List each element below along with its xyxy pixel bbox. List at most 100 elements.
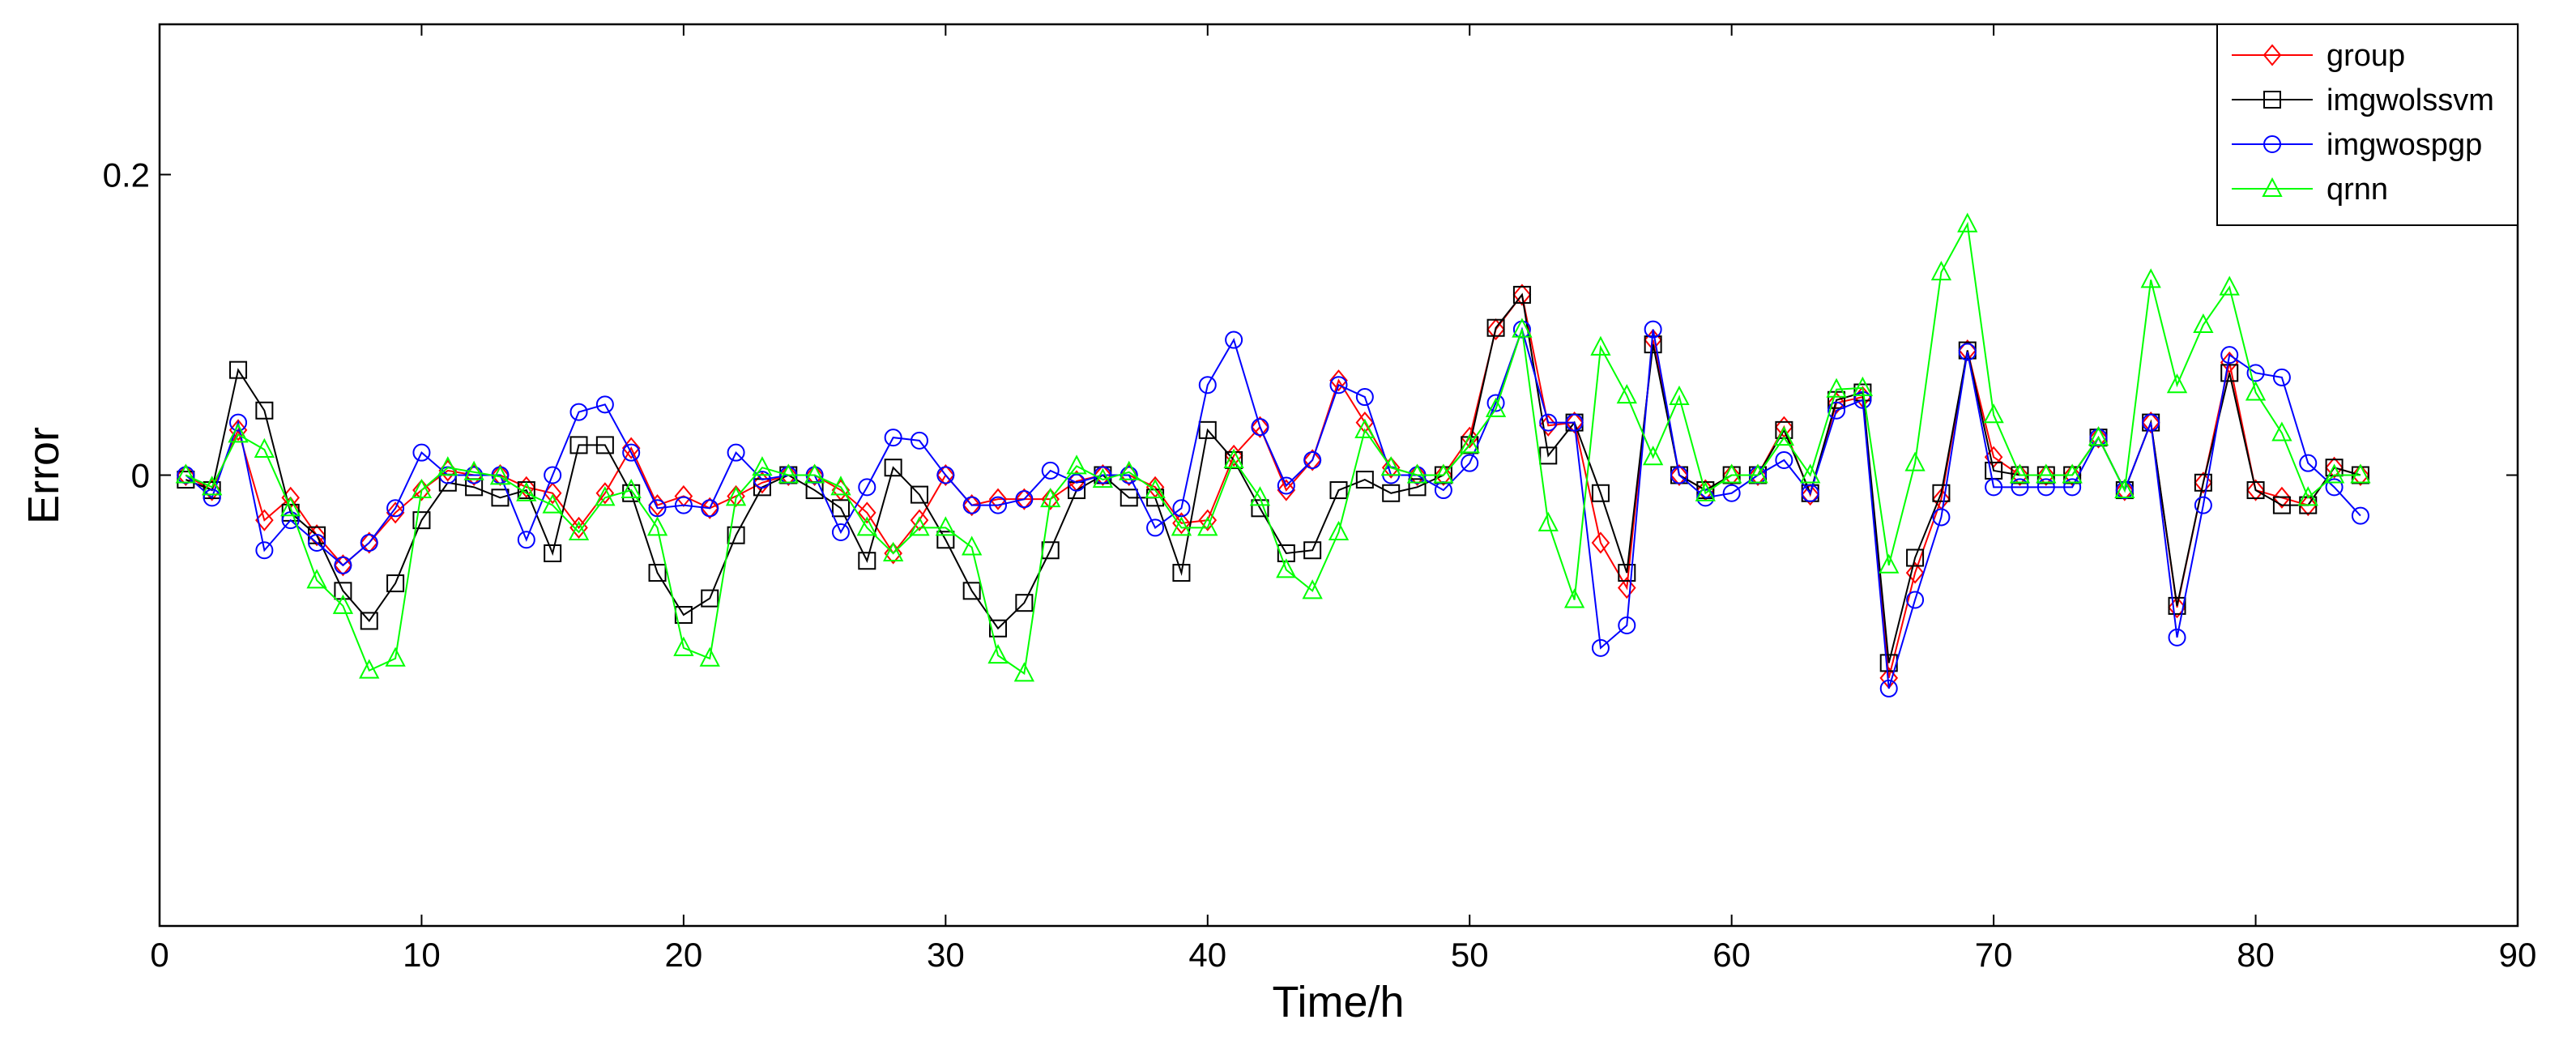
data-point-qrnn: [1276, 558, 1297, 578]
data-point-qrnn: [752, 456, 773, 476]
data-point-imgwolssvm: [412, 511, 431, 530]
data-point-group: [386, 501, 405, 524]
legend: group imgwolssvm imgwospgp qrnn: [2216, 23, 2518, 226]
data-point-imgwolssvm: [1932, 484, 1951, 502]
data-point-qrnn: [1695, 481, 1716, 501]
data-point-qrnn: [1328, 520, 1350, 540]
data-point-qrnn: [175, 463, 196, 484]
data-point-group: [360, 531, 379, 554]
data-point-qrnn: [1459, 433, 1480, 454]
data-point-qrnn: [1406, 463, 1428, 484]
data-point-group: [1329, 369, 1348, 392]
y-axis-label: Error: [19, 427, 68, 524]
data-point-imgwospgp: [308, 533, 326, 552]
data-point-imgwolssvm: [831, 499, 850, 518]
data-point-qrnn: [359, 659, 380, 679]
data-point-imgwospgp: [989, 496, 1008, 514]
data-point-imgwospgp: [910, 431, 928, 450]
data-point-qrnn: [595, 486, 616, 506]
data-point-imgwospgp: [2325, 478, 2344, 497]
data-point-imgwospgp: [1303, 450, 1322, 469]
data-point-qrnn: [1197, 516, 1218, 536]
data-point-qrnn: [385, 646, 406, 667]
data-point-imgwospgp: [255, 541, 274, 560]
data-point-qrnn: [2323, 463, 2345, 484]
data-point-qrnn: [2193, 313, 2214, 333]
data-point-group: [255, 509, 274, 531]
x-axis-label: Time/h: [1272, 978, 1404, 1026]
data-point-imgwolssvm: [2246, 481, 2265, 500]
data-point-qrnn: [411, 478, 433, 499]
data-point-qrnn: [1669, 385, 1690, 406]
data-point-imgwolssvm: [962, 582, 981, 600]
data-point-qrnn: [489, 465, 511, 485]
x-tick-label: 40: [1188, 936, 1226, 974]
x-tick-label: 90: [2499, 936, 2537, 974]
data-point-imgwospgp: [1879, 679, 1898, 698]
data-point-group: [1094, 463, 1112, 487]
data-point-qrnn: [1013, 662, 1035, 682]
data-point-qrnn: [2036, 463, 2057, 484]
data-point-qrnn: [1773, 425, 1795, 446]
data-point-imgwolssvm: [2220, 364, 2239, 382]
data-point-qrnn: [2219, 275, 2240, 296]
data-point-qrnn: [935, 516, 956, 536]
data-point-group: [1670, 463, 1689, 487]
data-point-qrnn: [2088, 425, 2109, 446]
data-point-imgwospgp: [1828, 401, 1846, 420]
legend-marker-imgwolssvm: [2263, 91, 2281, 109]
data-point-group: [2011, 463, 2029, 487]
legend-item-imgwolssvm: imgwolssvm: [2232, 83, 2494, 117]
data-point-imgwospgp: [517, 531, 535, 549]
data-point-group: [910, 509, 929, 531]
data-point-qrnn: [1983, 403, 2004, 424]
data-point-imgwospgp: [1539, 413, 1558, 432]
data-point-imgwospgp: [1015, 490, 1034, 509]
data-point-imgwolssvm: [1172, 564, 1191, 582]
data-point-imgwolssvm: [1120, 489, 1138, 507]
x-tick-label: 50: [1451, 936, 1489, 974]
data-point-imgwospgp: [2272, 368, 2291, 386]
data-point-qrnn: [437, 456, 458, 476]
data-point-qrnn: [1380, 456, 1401, 476]
data-point-group: [2062, 463, 2082, 487]
data-point-group: [1041, 488, 1060, 510]
data-point-group: [621, 437, 641, 459]
data-point-group: [1617, 577, 1636, 599]
data-point-qrnn: [1537, 511, 1559, 531]
data-point-qrnn: [1852, 376, 1874, 396]
data-point-group: [2089, 426, 2108, 449]
data-point-group: [936, 463, 955, 487]
data-point-imgwolssvm: [360, 612, 378, 630]
data-point-imgwospgp: [2142, 413, 2160, 432]
data-point-group: [595, 482, 615, 505]
data-point-group: [517, 476, 536, 498]
data-point-qrnn: [202, 476, 223, 496]
data-point-imgwospgp: [936, 466, 955, 484]
data-point-qrnn: [542, 493, 563, 514]
data-point-group: [2325, 456, 2344, 479]
data-point-imgwospgp: [1251, 418, 1269, 437]
data-point-group: [2141, 412, 2160, 434]
data-point-imgwospgp: [1146, 518, 1165, 537]
data-point-imgwolssvm: [1539, 446, 1558, 465]
data-point-qrnn: [2140, 268, 2161, 288]
data-point-imgwolssvm: [386, 574, 405, 593]
data-point-qrnn: [568, 520, 590, 540]
data-point-imgwolssvm: [1303, 541, 1322, 560]
data-point-imgwospgp: [1906, 591, 1925, 609]
data-point-qrnn: [1119, 460, 1140, 480]
data-point-group: [778, 463, 798, 487]
data-point-group: [1303, 449, 1322, 471]
data-point-imgwolssvm: [255, 401, 274, 420]
data-point-imgwospgp: [1722, 484, 1741, 502]
data-point-qrnn: [1879, 553, 1900, 574]
data-point-imgwospgp: [2351, 506, 2369, 525]
data-point-qrnn: [1145, 478, 1166, 499]
data-point-qrnn: [830, 476, 851, 496]
data-point-group: [1565, 412, 1584, 434]
data-point-qrnn: [2062, 463, 2083, 484]
data-point-qrnn: [2297, 486, 2318, 506]
series-line-imgwolssvm: [185, 292, 2361, 663]
data-point-group: [1512, 284, 1532, 306]
